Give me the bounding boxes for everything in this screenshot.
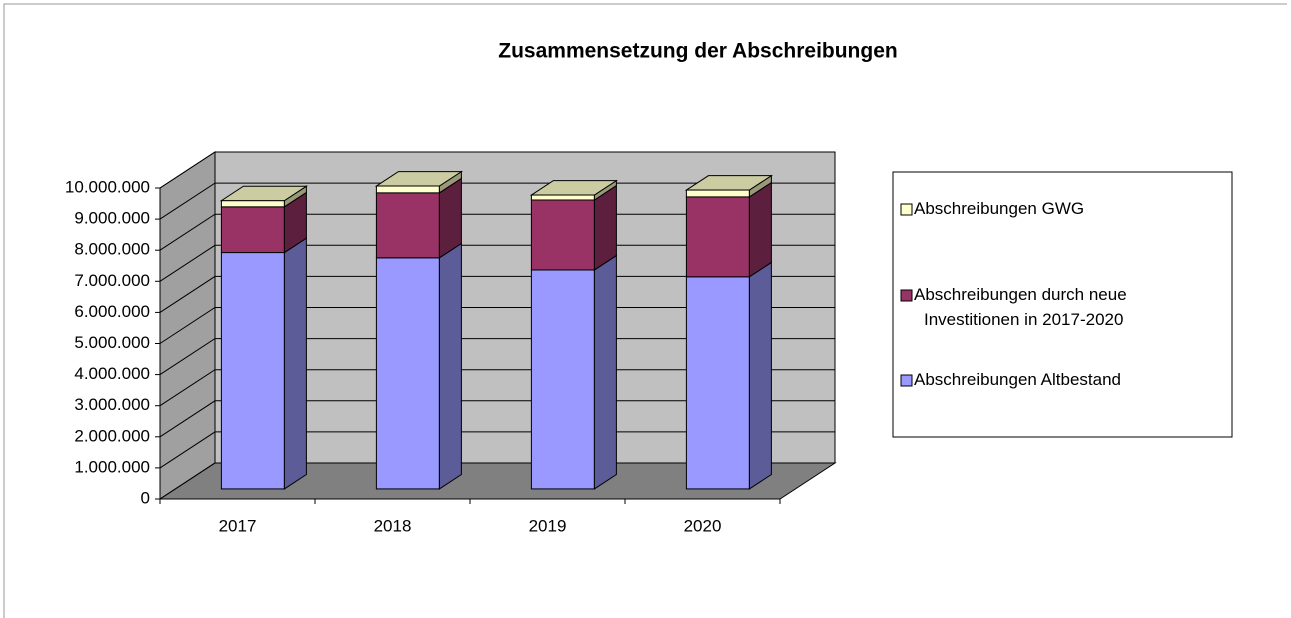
bar-top [219,185,309,202]
x-tick-label: 2019 [529,516,567,535]
bar-front [220,200,285,208]
legend-swatch [900,203,913,216]
grid-line [159,400,835,438]
bar-segment [374,170,464,194]
bar-front [530,194,595,201]
y-tick-label: 6.000.000 [74,302,150,321]
grid-line [159,275,835,313]
bar-side [283,237,307,490]
y-tick-label: 1.000.000 [74,457,150,476]
bar-segment [219,185,309,208]
bar-top [529,180,619,196]
legend-label: Abschreibungen durch neue Investitionen i… [914,285,1127,329]
y-tick-label: 3.000.000 [74,395,150,414]
chart-title: Zusammensetzung der Abschreibungen [498,40,897,63]
bar-side [748,261,772,490]
y-tick-label: 2.000.000 [74,426,150,445]
bar-front [530,269,595,490]
legend-box [892,171,1233,438]
bar-segment [220,237,307,490]
bar-segment [685,181,772,278]
legend-swatch [900,289,913,302]
bar-front [530,199,595,271]
bar-top [374,171,464,187]
bar-front [685,276,750,490]
grid-line [159,307,835,344]
bar-top [684,175,774,191]
y-tick-label: 10.000.000 [65,177,150,196]
bar-side [593,254,617,490]
grid-line [159,431,835,469]
bar-segment [684,174,774,198]
bar-front [685,189,750,198]
bar-side [748,181,772,278]
bar-front [685,196,750,278]
bar-front [375,185,440,194]
grid-line [159,213,835,251]
bar-front [220,252,285,490]
y-tick-label: 4.000.000 [74,364,150,383]
bar-segment [220,191,307,254]
x-tick-label: 2020 [684,516,722,535]
y-tick-label: 9.000.000 [74,209,150,228]
chart-border [3,3,1287,618]
bar-front [375,257,440,490]
grid-line [159,151,835,189]
bar-front [375,192,440,259]
y-tick-label: 7.000.000 [74,271,150,290]
grid-line [159,369,835,407]
bar-front [220,206,285,254]
grid-line [159,182,835,220]
legend-label: Abschreibungen Altbestand [914,370,1121,389]
y-tick-label: 5.000.000 [74,333,150,352]
x-tick-label: 2018 [374,516,412,535]
legend-label: Abschreibungen GWG [914,199,1084,218]
y-tick-label: 0 [141,488,150,507]
grid-line [159,338,835,376]
bar-segment [375,177,462,259]
y-tick-label: 8.000.000 [74,240,150,259]
bar-side [438,242,462,490]
grid-line [159,462,835,500]
legend-swatch [900,374,913,387]
bar-segment [529,179,619,201]
bar-segment [685,261,772,490]
x-tick-label: 2017 [219,516,257,535]
grid-line [159,244,835,282]
bar-segment [530,254,617,490]
bar-segment [375,242,462,490]
bar-segment [530,184,617,271]
